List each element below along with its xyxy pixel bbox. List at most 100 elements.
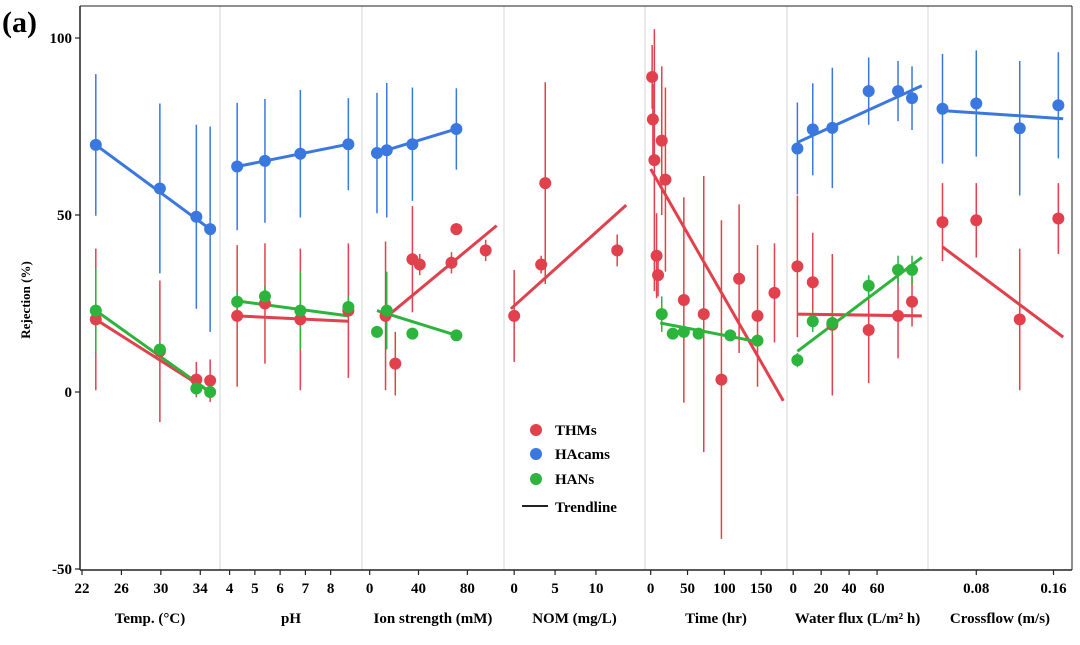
thms-point: [892, 309, 905, 322]
x-axis-label: Water flux (L/m² h): [795, 611, 920, 627]
hacams-point: [294, 147, 307, 160]
thms-point: [652, 269, 665, 282]
hacams-point: [862, 85, 875, 98]
y-tick-label: -50: [52, 562, 72, 578]
x-tick-label: 0.16: [1040, 581, 1067, 597]
thms-point: [445, 256, 458, 269]
thms-point: [697, 308, 710, 321]
hacams-trendline: [236, 142, 349, 168]
thms-point: [906, 295, 919, 308]
hacams-point: [258, 154, 271, 167]
x-axis-label: NOM (mg/L): [532, 611, 617, 627]
x-tick-label: 100: [713, 581, 736, 597]
y-tick-label: 50: [57, 208, 72, 224]
hacams-point: [406, 138, 419, 151]
panel-ph: 4 5 6 7 8 pH: [226, 90, 355, 627]
x-tick-label: 5: [251, 581, 259, 597]
x-tick-label: 34: [193, 581, 209, 597]
thms-trendline: [237, 314, 349, 323]
thms-trendline: [384, 224, 498, 319]
hans-point: [724, 329, 737, 342]
panel-label: (a): [2, 6, 37, 39]
hans-point: [450, 329, 463, 342]
thms-point: [413, 258, 426, 271]
x-tick-label: 0: [789, 581, 797, 597]
hans-point: [655, 308, 668, 321]
legend: THMs HAcams HANs Trendline: [522, 423, 617, 516]
hacams-point: [936, 102, 949, 115]
hans-point: [906, 263, 919, 276]
thms-point: [231, 309, 244, 322]
x-tick-label: 7: [302, 581, 310, 597]
thms-point: [611, 244, 624, 257]
y-tick-label: 0: [65, 385, 73, 401]
x-tick-label: 30: [153, 581, 168, 597]
x-tick-label: 60: [870, 581, 885, 597]
x-axis-label: pH: [281, 611, 301, 627]
hacams-point: [153, 182, 166, 195]
thms-point: [659, 173, 672, 186]
thms-point: [389, 357, 402, 370]
hans-point: [806, 315, 819, 328]
x-tick-label: 0: [647, 581, 655, 597]
hacams-point: [970, 97, 983, 110]
thms-point: [751, 309, 764, 322]
thms-point: [190, 373, 203, 386]
thms-point: [677, 293, 690, 306]
hans-point: [892, 263, 905, 276]
hacams-point: [1013, 122, 1026, 135]
hacams-point: [380, 144, 393, 157]
legend-marker-thms: [530, 424, 542, 436]
thms-point: [791, 260, 804, 273]
x-tick-label: 26: [114, 581, 130, 597]
hans-point: [826, 316, 839, 329]
hacams-point: [450, 122, 463, 135]
hans-point: [406, 327, 419, 340]
thms-point: [539, 177, 552, 190]
x-axis-label: Ion strength (mM): [374, 611, 493, 627]
hans-point: [677, 325, 690, 338]
hans-point: [258, 290, 271, 303]
hacams-point: [906, 92, 919, 105]
thms-point: [768, 286, 781, 299]
thms-trendline: [941, 245, 1065, 339]
x-tick-label: 20: [814, 581, 829, 597]
hans-point: [342, 301, 355, 314]
x-tick-label: 40: [842, 581, 857, 597]
x-axis-label: Crossflow (m/s): [950, 611, 1050, 627]
x-axis-label: Time (hr): [685, 611, 747, 627]
thms-point: [479, 244, 492, 257]
panels: 22 26 30 34 Temp. (°C) 4 5 6 7 8 pH 0 40 80 Ion streng…: [75, 29, 1067, 627]
hans-point: [190, 382, 203, 395]
thms-point: [648, 154, 661, 167]
hacams-point: [791, 142, 804, 155]
thms-point: [450, 223, 463, 236]
thms-point: [1052, 212, 1065, 225]
thms-point: [936, 216, 949, 229]
x-tick-label: 40: [411, 581, 426, 597]
thms-point: [535, 258, 548, 271]
hacams-point: [204, 223, 217, 236]
hacams-point: [89, 138, 102, 151]
hans-point: [666, 327, 679, 340]
y-tick-label: 100: [50, 31, 73, 47]
panel-nom-mg-l: 0 5 10 NOM (mg/L): [508, 82, 628, 627]
hacams-point: [892, 85, 905, 98]
y-axis-label: Rejection (%): [18, 261, 33, 339]
thms-point: [646, 70, 659, 83]
x-tick-label: 0: [366, 581, 374, 597]
thms-point: [204, 374, 217, 387]
x-tick-label: 6: [276, 581, 284, 597]
thms-point: [655, 134, 668, 147]
panel-separators: [219, 6, 929, 570]
legend-label-hacams: HAcams: [555, 447, 610, 463]
hans-point: [231, 295, 244, 308]
legend-label-thms: THMs: [555, 423, 597, 439]
thms-trendline: [509, 203, 628, 310]
hans-trendline: [236, 299, 349, 318]
hacams-point: [806, 123, 819, 136]
hans-point: [153, 343, 166, 356]
x-tick-label: 0.08: [963, 581, 989, 597]
thms-point: [1013, 313, 1026, 326]
